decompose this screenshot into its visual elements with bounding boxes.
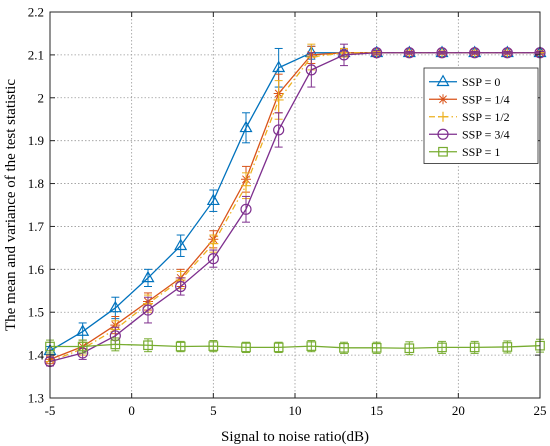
legend-marker (438, 146, 448, 157)
data-point (143, 340, 153, 351)
legend-label: SSP = 1 (462, 145, 500, 159)
data-point (469, 47, 481, 59)
data-point (273, 94, 284, 105)
y-tick-label: 1.6 (28, 262, 45, 277)
data-point (273, 124, 285, 136)
y-tick-label: 1.7 (28, 219, 45, 234)
y-tick-label: 1.5 (28, 305, 44, 320)
legend-marker (438, 94, 448, 105)
legend-marker (436, 74, 450, 87)
y-tick-label: 1.4 (28, 348, 45, 363)
legend-marker (438, 111, 448, 122)
data-point (437, 342, 447, 353)
legend-label: SSP = 1/4 (462, 92, 510, 106)
x-tick-label: 0 (128, 403, 135, 418)
y-tick-label: 2.2 (28, 5, 44, 20)
series-4 (44, 43, 546, 368)
data-point (371, 47, 383, 59)
data-point (305, 64, 317, 76)
data-point (76, 324, 90, 336)
data-point (403, 47, 415, 59)
legend: SSP = 0 SSP = 1/4 SSP = 1/2 SSP = 3/4 SSP = … (423, 67, 539, 164)
x-tick-label: -5 (45, 403, 56, 418)
y-tick-label: 1.8 (28, 176, 44, 191)
legend-item: SSP = 1 (429, 145, 500, 159)
x-tick-label: 15 (370, 403, 383, 418)
x-tick-label: 20 (452, 403, 465, 418)
data-point (208, 238, 219, 249)
x-tick-label: 5 (210, 403, 217, 418)
series-line (49, 52, 540, 363)
data-point (239, 120, 253, 133)
legend-label: SSP = 3/4 (462, 127, 510, 141)
legend-item: SSP = 1/4 (429, 92, 510, 106)
data-point (306, 341, 317, 351)
data-point (206, 193, 220, 206)
data-point (339, 342, 349, 353)
ticks: -5 0 5 10 15 20 25 1.3 1.4 1.5 1.6 1.7 1.8 1.9 2 2.1 2.2 (28, 5, 547, 419)
x-tick-label: 25 (534, 403, 547, 418)
data-point (207, 253, 219, 265)
series-5 (45, 337, 545, 356)
data-point (241, 342, 251, 353)
data-point (371, 342, 382, 353)
data-point (272, 60, 286, 73)
data-point (77, 341, 88, 352)
legend-marker (437, 128, 449, 140)
legend-item: SSP = 0 (429, 74, 500, 89)
grid (50, 12, 540, 398)
data-point (469, 342, 480, 353)
data-point (241, 180, 251, 191)
y-tick-label: 2 (38, 90, 45, 105)
y-tick-label: 1.3 (28, 391, 44, 406)
data-point (174, 238, 188, 251)
data-point (338, 49, 350, 61)
data-point (141, 270, 155, 283)
data-point (142, 304, 154, 316)
data-point (436, 47, 448, 59)
data-point (175, 280, 187, 293)
y-tick-label: 1.9 (28, 133, 44, 148)
legend-item: SSP = 1/2 (429, 110, 510, 124)
x-axis-label: Signal to noise ratio(dB) (221, 429, 369, 445)
data-point (175, 341, 186, 352)
y-axis-label: The mean and variance of the test statis… (3, 79, 19, 331)
y-tick-label: 2.1 (28, 47, 44, 62)
data-point (273, 342, 284, 353)
data-point (208, 341, 219, 351)
data-point (404, 343, 415, 354)
data-point (501, 47, 513, 59)
legend-label: SSP = 0 (462, 75, 500, 89)
data-point (110, 339, 121, 350)
series-line (50, 343, 541, 349)
x-tick-label: 10 (289, 403, 302, 418)
legend-item: SSP = 3/4 (429, 127, 510, 141)
legend-label: SSP = 1/2 (462, 110, 510, 124)
data-point (240, 203, 252, 215)
series-layer (43, 43, 547, 368)
data-point (502, 342, 513, 352)
data-point (108, 300, 122, 313)
